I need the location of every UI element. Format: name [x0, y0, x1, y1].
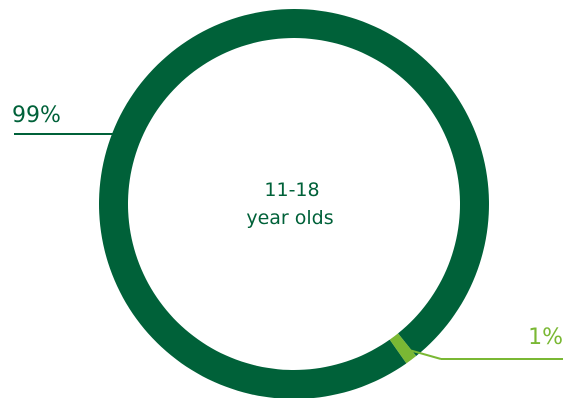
donut-slices [99, 9, 490, 398]
center-label-line-2: year olds [246, 207, 333, 229]
slice-99-percent [99, 9, 490, 398]
slice-label-99: 99% [12, 103, 61, 128]
leader-line-1-diagonal [402, 347, 442, 360]
slice-label-1: 1% [528, 325, 563, 350]
label-leaders [14, 133, 563, 360]
center-label-line-1: 11-18 [264, 179, 319, 201]
